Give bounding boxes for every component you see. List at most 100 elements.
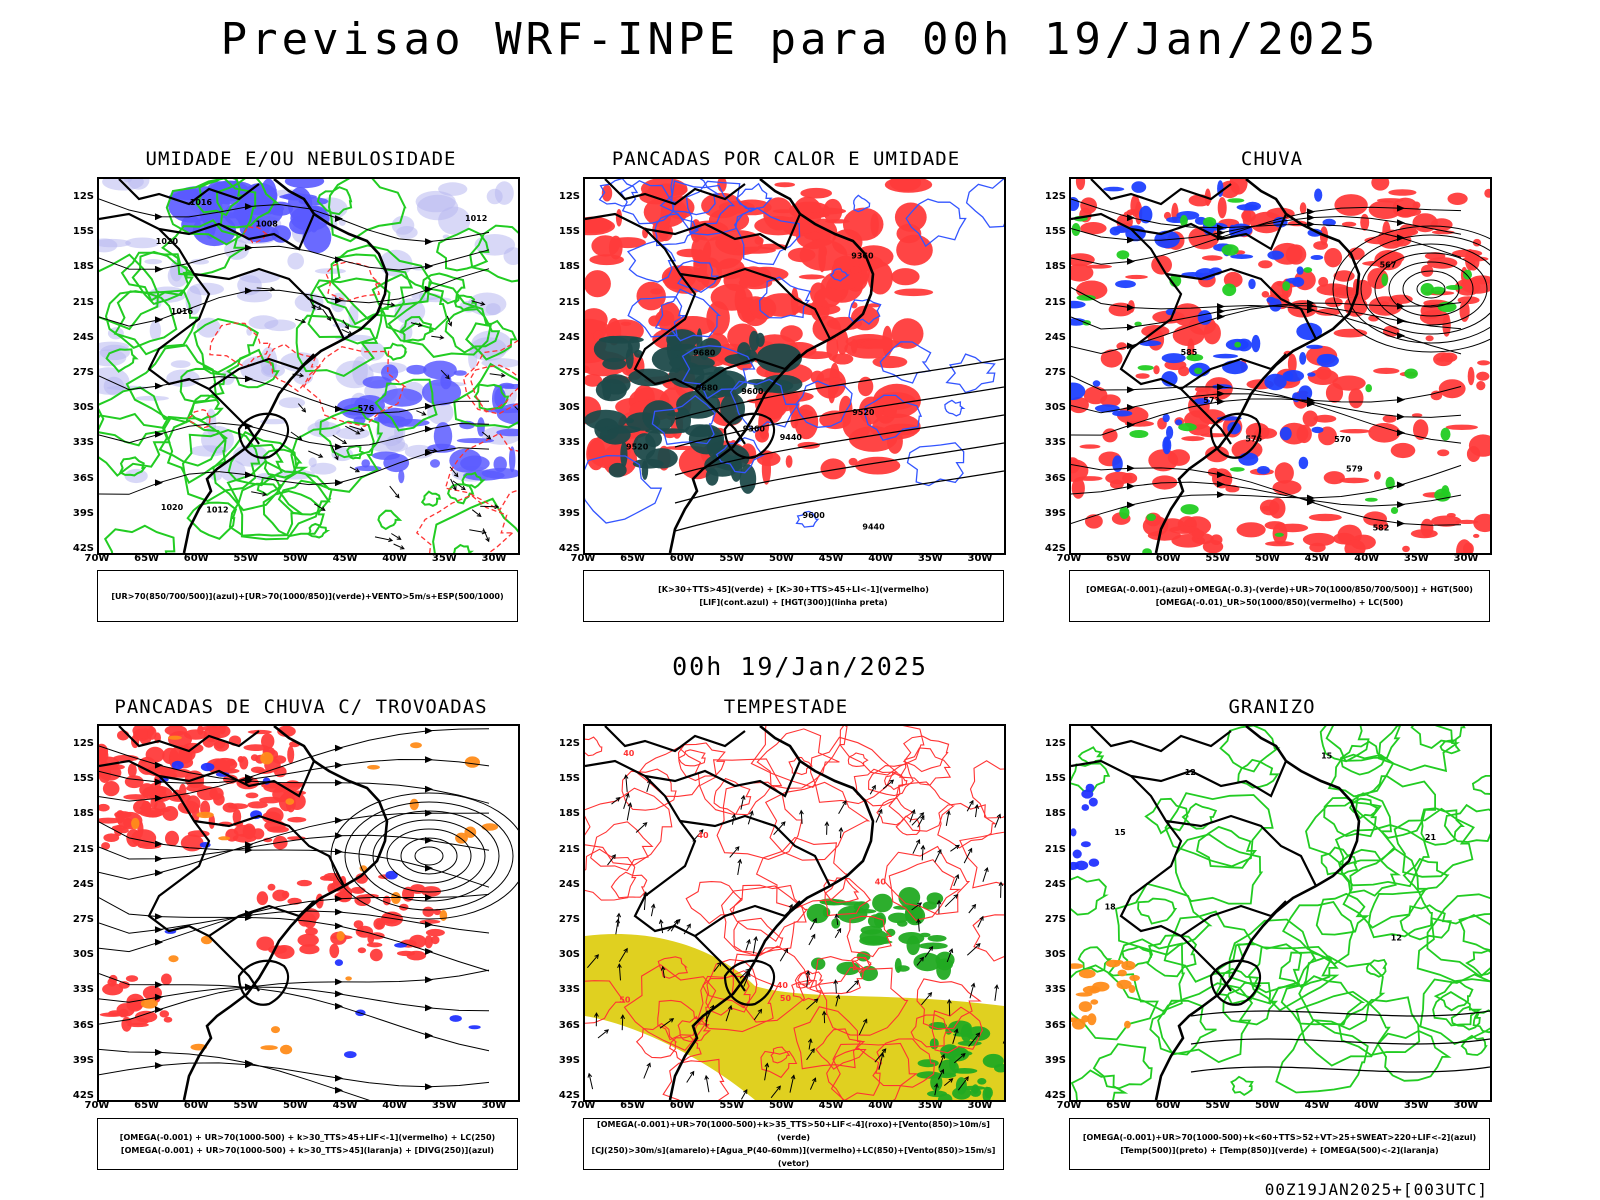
streamline-arrow xyxy=(424,1004,434,1012)
lc250-streamlines-line xyxy=(99,745,490,804)
precipitable-water-line xyxy=(590,821,654,872)
temp850-line xyxy=(1325,726,1401,762)
wind-vector-head xyxy=(646,1062,651,1068)
wind-vector xyxy=(290,431,302,440)
hgt500-lines xyxy=(1071,198,1462,527)
wind850-green-south-cell xyxy=(984,1087,993,1099)
wind-vector xyxy=(331,446,339,460)
map-canvas-pancadas-calor: 9680 9680 9600 9520 9440 9360 9520 9440 9360 9600 xyxy=(585,179,1004,553)
wind-vector-head xyxy=(833,979,839,985)
panel-title-umidade: UMIDADE E/OU NEBULOSIDADE xyxy=(145,148,457,170)
instability-green-cell xyxy=(761,374,803,394)
wind-vector-head xyxy=(734,846,740,851)
instability-red-cell xyxy=(828,379,836,404)
storm-orange-cell xyxy=(218,836,231,841)
lifted-index-line xyxy=(733,207,801,266)
streamline-arrow xyxy=(154,938,164,946)
precipitable-water-line xyxy=(731,945,810,1023)
lat-label: 42S xyxy=(558,543,580,554)
precip-red-cell xyxy=(1313,414,1337,423)
hail-blue-cell xyxy=(1088,858,1100,867)
precip-blue-cell xyxy=(1311,426,1324,434)
lat-label: 36S xyxy=(558,1019,580,1031)
precip-red-cell xyxy=(1200,433,1228,438)
map-borders xyxy=(99,726,389,1100)
streamline-arrow xyxy=(1126,214,1136,222)
precip-blue-cell xyxy=(1213,353,1238,359)
storm-orange-cell xyxy=(168,735,182,740)
state-border xyxy=(1180,900,1287,937)
wind-vector xyxy=(349,425,364,431)
instability-red-cell xyxy=(894,288,934,297)
uruguay-border xyxy=(723,412,776,459)
storm-orange-cell xyxy=(285,798,295,805)
uruguay-border xyxy=(1209,412,1262,459)
legend-line: [Temp(500)](preto) + [Temp(850)](verde) … xyxy=(1120,1146,1439,1155)
wind-vector-head xyxy=(453,472,459,478)
lc250-streamlines-line xyxy=(99,910,490,934)
legend-line: [OMEGA(-0.01)_UR>50(1000/850)(vermelho) … xyxy=(1155,598,1404,607)
precip-red-cell xyxy=(1447,192,1468,205)
hgt300-line xyxy=(674,414,1004,476)
wind-vector-head xyxy=(447,321,453,327)
low-level-humidity-line xyxy=(316,253,414,326)
precip-blue-cell xyxy=(1306,344,1323,349)
streamline-arrow xyxy=(1306,299,1316,307)
lat-label: 42S xyxy=(558,1090,580,1101)
precip-red-cell xyxy=(1236,522,1266,538)
precipitable-water-line xyxy=(937,802,997,849)
hail-blue-cell xyxy=(1071,861,1079,871)
wind850-green-south-cell xyxy=(977,1078,987,1085)
precipitable-water-line xyxy=(916,978,982,1030)
wind-vector xyxy=(489,373,505,377)
wind850-green-cell xyxy=(898,887,921,908)
wind-vector xyxy=(737,859,741,875)
lifted-index-line xyxy=(879,341,932,384)
storm-red-cell xyxy=(99,765,112,783)
temp850-line xyxy=(1071,1069,1129,1100)
temp850-line xyxy=(1228,918,1317,994)
wind850-green-cell xyxy=(894,958,902,973)
wind-vector-head xyxy=(881,1048,887,1054)
storm-red-south-cell xyxy=(357,947,367,954)
streamline-arrow xyxy=(1306,208,1316,216)
instability-green-cell xyxy=(625,348,634,369)
streamline-arrow xyxy=(154,213,164,221)
wind-vector-head xyxy=(395,493,400,499)
contour-label: 1016 xyxy=(190,198,213,207)
temp850-line xyxy=(1315,892,1370,936)
wind-vector-head xyxy=(354,468,360,473)
precip-red-cell xyxy=(1210,534,1223,545)
lifted-index-line xyxy=(654,288,721,342)
wind-vector-head xyxy=(835,994,841,1000)
wind-vector xyxy=(446,315,452,326)
streamline-arrow xyxy=(244,287,254,295)
precipitable-water-line xyxy=(657,956,689,979)
precip-green-cell xyxy=(1194,367,1203,374)
lon-label: 70W xyxy=(84,553,110,564)
wind-vector-head xyxy=(863,1018,868,1024)
lon-label: 50W xyxy=(1255,553,1280,564)
storm-red-cell xyxy=(164,726,187,736)
precipitable-water-line xyxy=(791,979,822,1002)
storm-red-south-cell xyxy=(382,895,391,906)
streamline-arrow xyxy=(1396,332,1406,339)
wind-vector-head xyxy=(889,779,895,785)
wind-vector-head xyxy=(813,998,819,1003)
storm-red-south-cell xyxy=(421,886,442,897)
temp850-line xyxy=(1195,825,1258,869)
precip-blue-cell xyxy=(1193,398,1211,405)
precip-green-cell xyxy=(1222,283,1237,297)
storm-red-south-cell xyxy=(419,919,441,924)
lon-label: 50W xyxy=(283,1100,308,1111)
wind-vector-head xyxy=(834,913,840,919)
temp850-line xyxy=(1342,847,1428,929)
streamline-arrow xyxy=(424,262,434,270)
isobars-line xyxy=(99,268,490,327)
low-level-humidity-line xyxy=(432,497,518,553)
precip-red-cell xyxy=(1467,366,1475,386)
divergence-blue-cell xyxy=(171,760,184,770)
streamline-arrow xyxy=(1306,220,1316,228)
instability-red-cell xyxy=(814,287,842,308)
wind-vector-head xyxy=(971,903,977,909)
